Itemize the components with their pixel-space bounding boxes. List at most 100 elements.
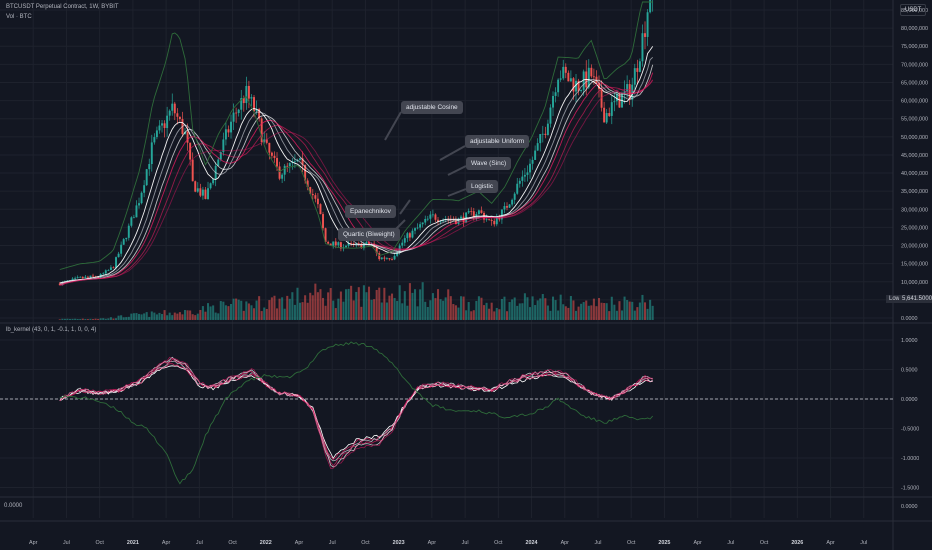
annotation-cosine[interactable]: adjustable Cosine — [401, 101, 463, 114]
volume-bar — [186, 310, 189, 320]
volume-bar — [367, 286, 371, 320]
candle-body — [539, 134, 542, 144]
candle-body — [485, 219, 488, 221]
time-tick-label: 2025 — [658, 540, 670, 546]
candle-body — [498, 217, 501, 220]
time-tick-label: Oct — [95, 540, 104, 546]
volume-bar — [493, 311, 496, 320]
volume-bar — [442, 300, 445, 320]
currency-badge[interactable]: USDT — [900, 4, 927, 16]
volume-bar — [237, 299, 240, 320]
candle-body — [562, 66, 565, 79]
volume-bar — [513, 297, 516, 320]
candle-body — [86, 276, 89, 278]
candle-body — [385, 258, 388, 259]
volume-bar — [150, 311, 153, 320]
time-tick-label: 2021 — [127, 540, 139, 546]
price-tick-label: 25,000,000 — [901, 225, 928, 231]
candle-body — [419, 224, 422, 228]
volume-bar — [130, 313, 133, 320]
candle-body — [580, 89, 583, 92]
volume-bar — [176, 313, 179, 320]
candle-body — [299, 158, 301, 160]
volume-bar — [590, 305, 593, 320]
time-tick-label: Jul — [860, 540, 867, 546]
candle-body — [416, 227, 419, 229]
candle-body — [569, 78, 572, 82]
candle-body — [557, 79, 560, 93]
candle-body — [475, 214, 478, 217]
volume-bar — [459, 296, 463, 320]
volume-bar — [319, 289, 322, 320]
volume-bar — [457, 307, 460, 320]
annotation-quartic[interactable]: Quartic (Biweight) — [338, 228, 400, 241]
annotation-logistic[interactable]: Logistic — [466, 180, 499, 193]
candle-body — [608, 113, 611, 116]
candle-body — [431, 214, 434, 216]
pane3-value: 0.0000 — [4, 503, 23, 509]
volume-bar — [350, 285, 353, 320]
price-tick-label: 40,000,000 — [901, 171, 928, 177]
volume-bar — [206, 303, 210, 320]
candle-body — [408, 233, 411, 238]
candle-body — [209, 183, 212, 189]
volume-bar — [194, 315, 197, 320]
low-label: Low — [886, 295, 904, 303]
time-tick-label: Jul — [462, 540, 469, 546]
candle-body — [327, 241, 330, 244]
candle-body — [207, 188, 209, 199]
volume-bar — [549, 310, 552, 320]
volume-bar — [623, 296, 626, 320]
candle-body — [171, 103, 174, 111]
price-tick-label: 35,000,000 — [901, 189, 928, 195]
volume-bar — [166, 315, 169, 320]
price-tick-label: 50,000,000 — [901, 135, 928, 141]
volume-bar — [605, 303, 608, 320]
candle-body — [334, 241, 337, 246]
candle-body — [329, 243, 332, 246]
volume-bar — [559, 294, 562, 320]
candle-body — [345, 245, 347, 248]
volume-bar — [495, 307, 498, 320]
annotation-uniform[interactable]: adjustable Uniform — [465, 135, 530, 148]
time-tick-label: 2022 — [260, 540, 272, 546]
volume-bar — [651, 305, 654, 320]
volume-bar — [81, 318, 84, 320]
volume-bar — [636, 307, 639, 320]
volume-bar — [357, 287, 360, 320]
volume-bar — [485, 302, 488, 320]
volume-bar — [408, 283, 411, 320]
volume-bar — [554, 300, 557, 320]
kernel-envelope-line — [59, 1, 653, 270]
volume-bar — [500, 298, 503, 320]
volume-bar — [344, 289, 348, 320]
candle-body — [511, 199, 514, 205]
volume-bar — [212, 305, 215, 320]
volume-bar — [132, 313, 135, 320]
candle-body — [352, 243, 355, 245]
candle-body — [258, 109, 261, 119]
candle-body — [429, 214, 432, 219]
annotation-sinc[interactable]: Wave (Sinc) — [466, 157, 512, 170]
volume-bar — [258, 296, 261, 320]
candle-body — [273, 155, 276, 158]
price-tick-label: 60,000,000 — [901, 99, 928, 105]
candle-body — [145, 169, 148, 186]
volume-legend[interactable]: Vol · BTC — [6, 14, 32, 20]
volume-bar — [490, 302, 493, 320]
pane3-tick-label: 0.0000 — [901, 504, 918, 510]
volume-bar — [227, 306, 230, 320]
candle-body — [316, 198, 319, 205]
volume-bar — [189, 310, 192, 320]
volume-bar — [411, 292, 414, 320]
indicator-legend[interactable]: lb_kernel (43, 0, 1, -0.1, 1, 0, 0, 4) — [6, 327, 97, 333]
candle-body — [600, 89, 603, 108]
volume-bar — [314, 283, 317, 320]
volume-bar — [74, 318, 77, 320]
volume-bar — [393, 297, 396, 320]
annotation-epanechnikov[interactable]: Epanechnikov — [345, 205, 396, 218]
price-tick-label: 0.0000 — [901, 316, 918, 322]
candle-body — [224, 129, 227, 140]
symbol-title[interactable]: BTCUSDT Perpetual Contract, 1W, BYBIT — [6, 4, 119, 10]
